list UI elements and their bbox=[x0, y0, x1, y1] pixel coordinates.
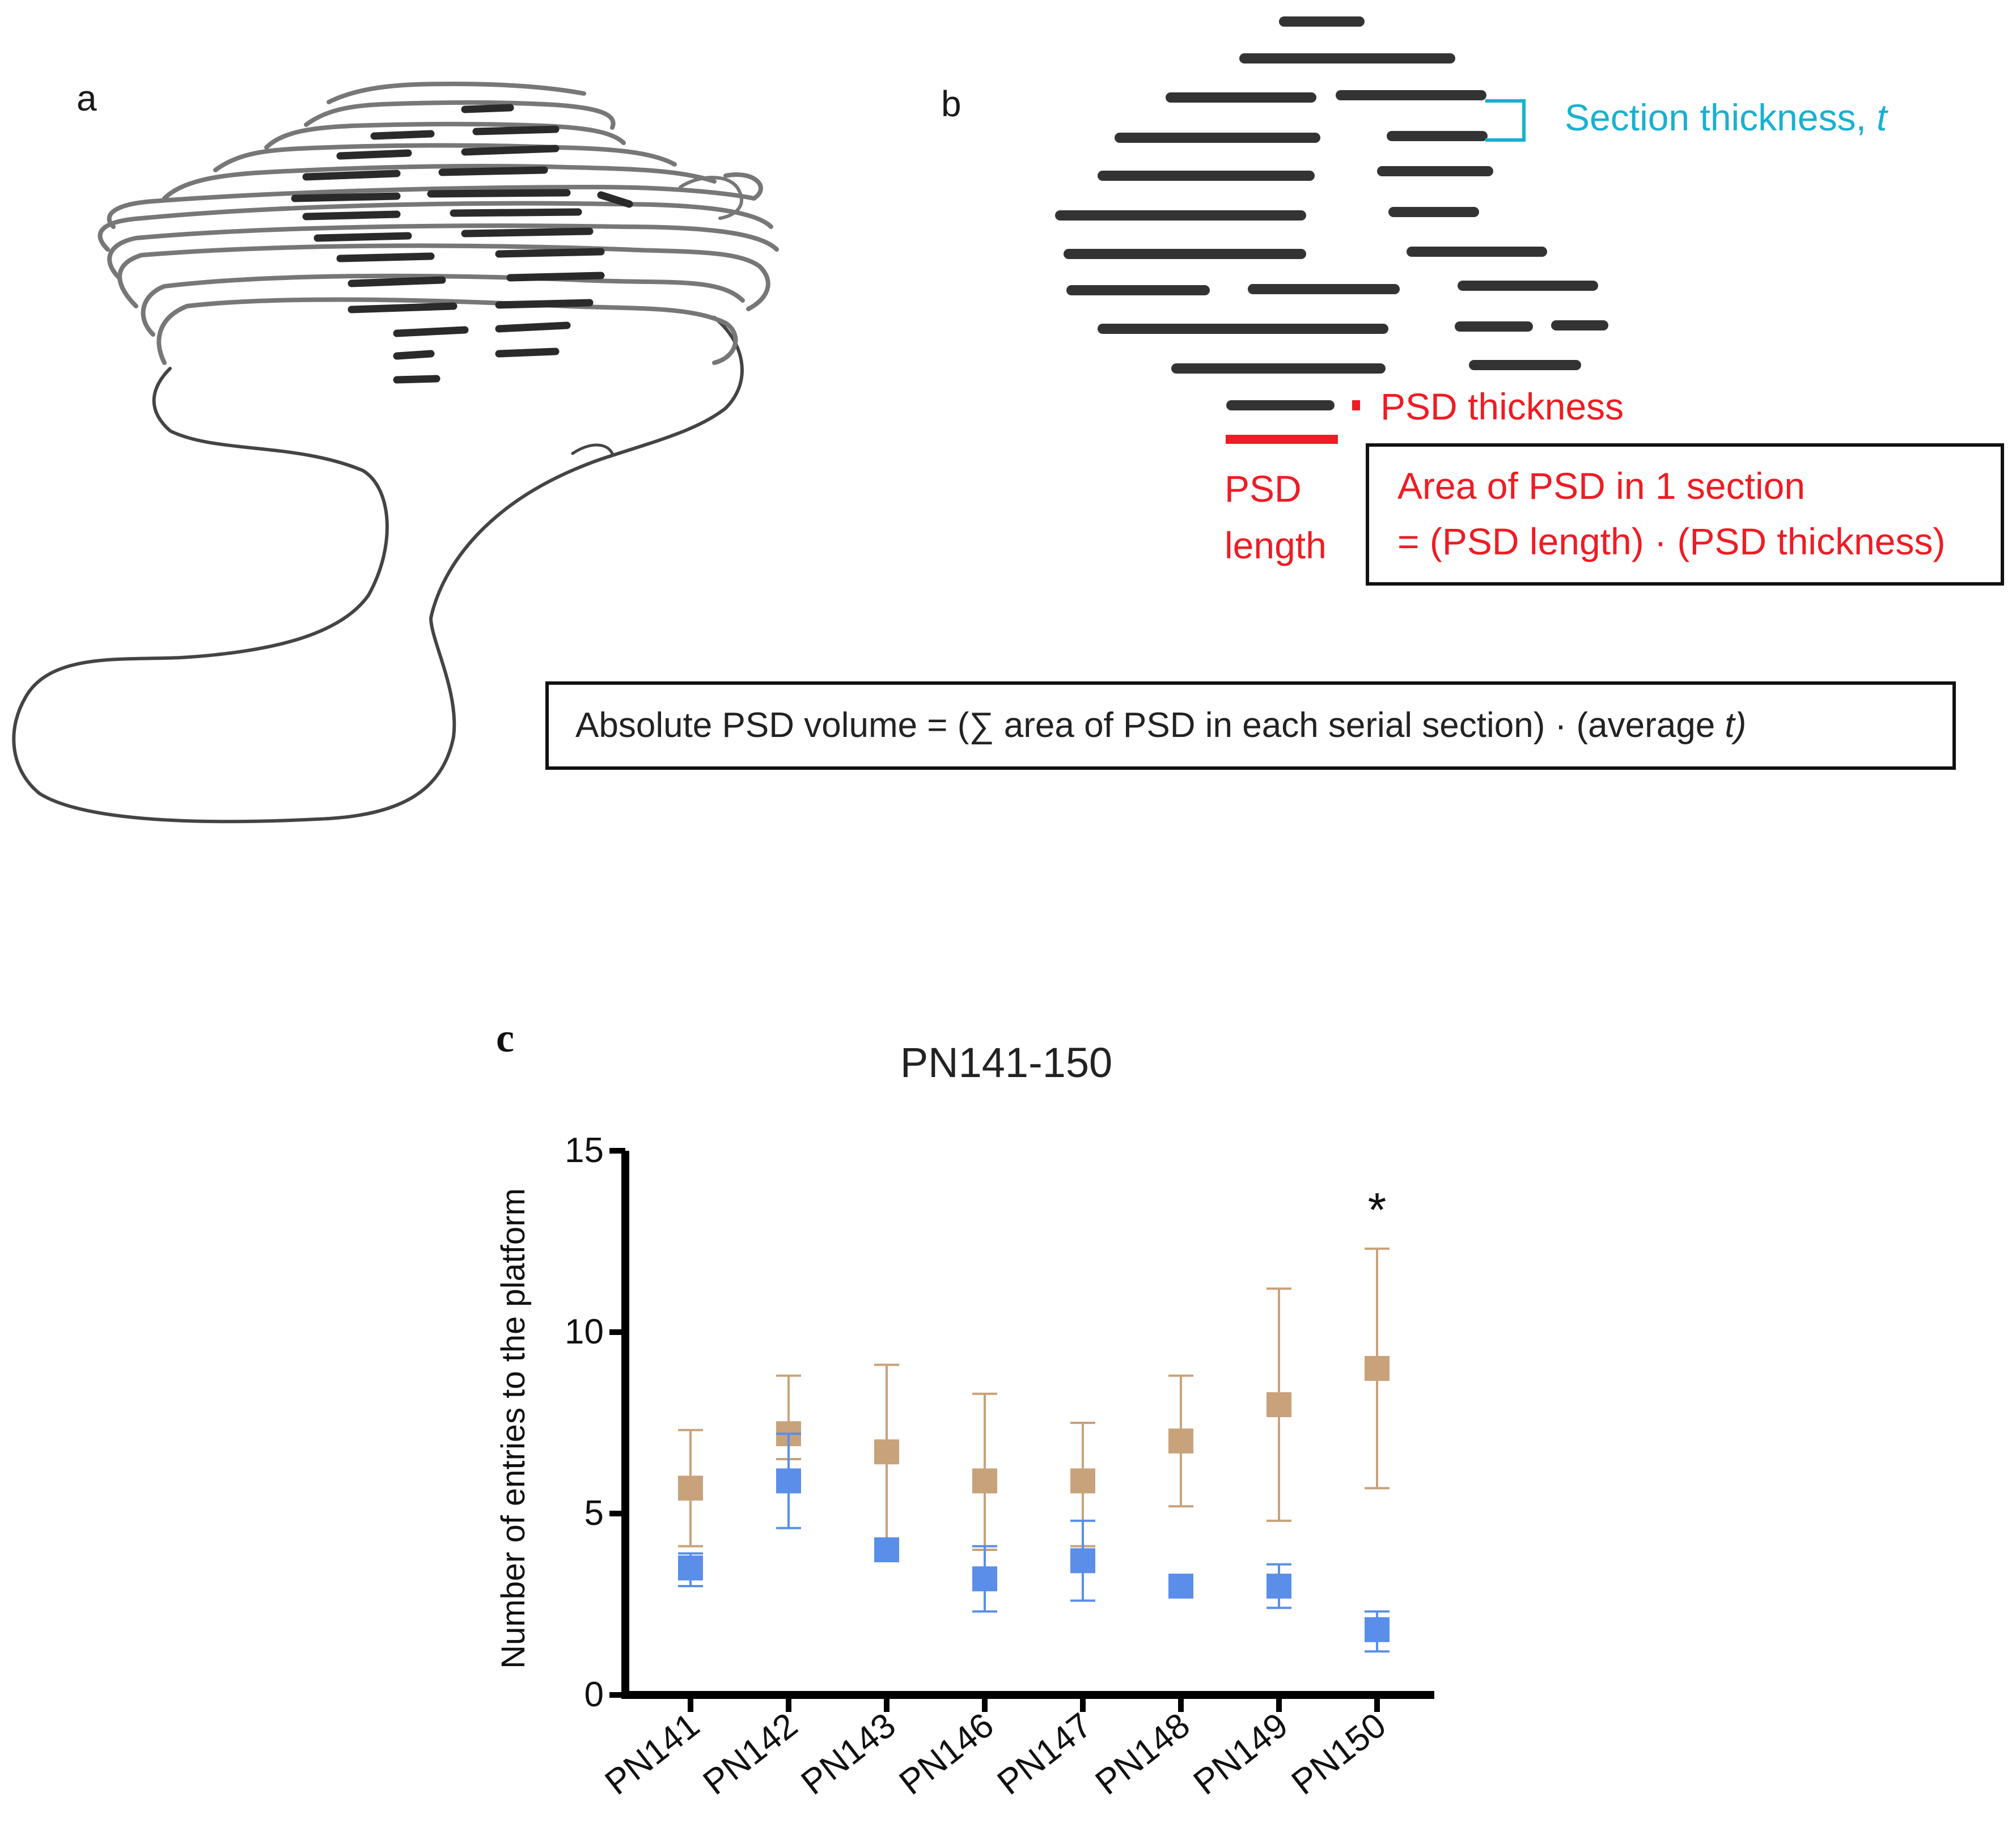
x-tick-label: PN150 bbox=[1285, 1706, 1393, 1803]
data-point bbox=[1266, 1392, 1291, 1417]
data-point bbox=[972, 1566, 997, 1592]
panel-b-letter: b bbox=[941, 83, 961, 124]
data-point bbox=[1365, 1617, 1390, 1642]
section-outline-3 bbox=[117, 243, 770, 311]
psd-length-label-line2: length bbox=[1225, 524, 1327, 566]
area-formula-line2: = (PSD length) · (PSD thickness) bbox=[1397, 520, 1945, 562]
y-tick-label: 15 bbox=[565, 1131, 604, 1170]
section-outline-2 bbox=[141, 273, 745, 337]
data-point bbox=[1168, 1574, 1193, 1599]
x-tick-label: PN149 bbox=[1187, 1706, 1295, 1803]
psd-length-label-line1: PSD bbox=[1225, 468, 1302, 510]
chart-title: PN141-150 bbox=[900, 1039, 1112, 1086]
side-lobe-right bbox=[679, 176, 744, 220]
x-tick-label: PN147 bbox=[990, 1706, 1099, 1803]
section-outline-8 bbox=[213, 143, 677, 172]
data-point bbox=[874, 1537, 899, 1562]
section-outline-4 bbox=[107, 223, 779, 280]
section-outline-9 bbox=[264, 122, 626, 150]
psd-thickness-marker bbox=[1352, 400, 1360, 410]
section-outline-5 bbox=[98, 201, 773, 252]
data-point bbox=[972, 1468, 997, 1494]
volume-formula: Absolute PSD volume = (∑ area of PSD in … bbox=[575, 706, 1746, 745]
significance-asterisk: * bbox=[1368, 1183, 1387, 1236]
y-tick-label: 0 bbox=[584, 1675, 604, 1714]
chart-axes: 0 5 10 15 PN141PN142PN143PN146PN147PN148PN14… bbox=[565, 1131, 1434, 1803]
x-tick-label: PN143 bbox=[794, 1706, 903, 1803]
data-point bbox=[678, 1476, 703, 1501]
chart-marks: * bbox=[678, 1183, 1390, 1653]
volume-formula-box bbox=[545, 681, 1956, 770]
psd-serial-sections bbox=[1055, 16, 1608, 410]
y-tick-label: 5 bbox=[584, 1494, 604, 1533]
area-formula-box bbox=[1366, 443, 2004, 586]
section-outline-10 bbox=[304, 100, 616, 130]
neck-inner-edge bbox=[571, 443, 614, 455]
section-thickness-label: Section thickness, t bbox=[1565, 96, 1888, 138]
data-point bbox=[776, 1468, 801, 1494]
spine-outline bbox=[12, 316, 744, 824]
dendritic-spine-drawing bbox=[12, 82, 779, 824]
section-thickness-bracket bbox=[1485, 99, 1526, 142]
y-axis-label: Number of entries to the platform bbox=[495, 1188, 532, 1669]
section-outline-7 bbox=[162, 164, 717, 201]
area-formula-line1: Area of PSD in 1 section bbox=[1397, 465, 1805, 507]
data-point bbox=[874, 1439, 899, 1465]
x-tick-label: PN146 bbox=[892, 1706, 1001, 1803]
section-outline-6 bbox=[107, 172, 763, 229]
psd-thickness-label: PSD thickness bbox=[1380, 385, 1624, 427]
data-point bbox=[1070, 1468, 1095, 1494]
section-outline-11 bbox=[327, 82, 586, 104]
data-point bbox=[1168, 1429, 1193, 1453]
panel-c-letter: c bbox=[496, 1015, 514, 1061]
y-tick-label: 10 bbox=[565, 1312, 604, 1351]
x-tick-label: PN142 bbox=[696, 1706, 805, 1803]
data-point bbox=[1070, 1548, 1095, 1574]
data-point bbox=[678, 1555, 703, 1580]
chart-pn141-150: PN141-150 Number of entries to the platf… bbox=[495, 1039, 1434, 1803]
data-point bbox=[1266, 1574, 1291, 1599]
psd-bars-3d bbox=[291, 104, 633, 384]
x-tick-label: PN148 bbox=[1088, 1706, 1197, 1803]
panel-a-letter: a bbox=[77, 78, 97, 118]
x-tick-label: PN141 bbox=[598, 1706, 707, 1803]
data-point bbox=[1365, 1356, 1390, 1381]
